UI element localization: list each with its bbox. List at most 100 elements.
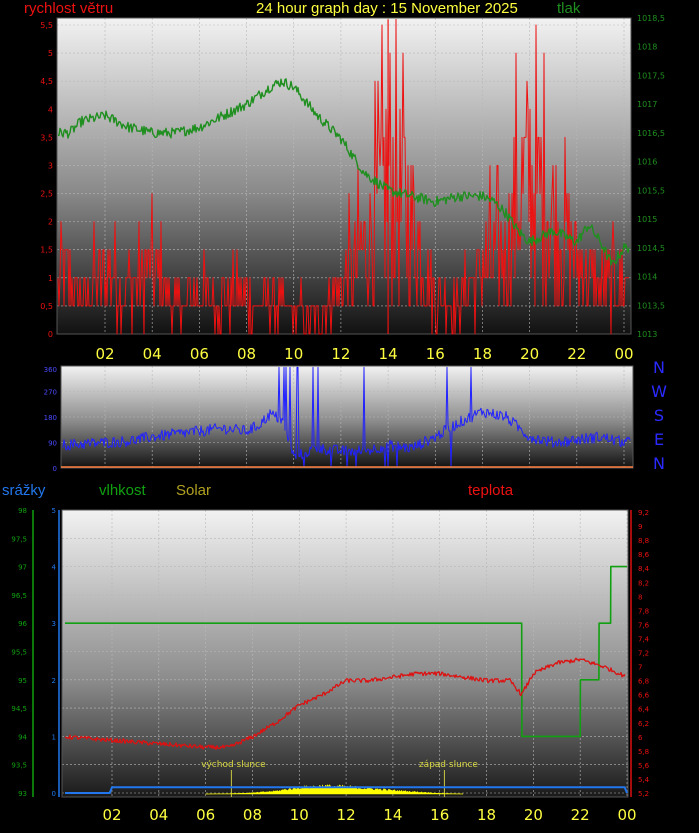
pressure-tick-label: 1017 xyxy=(637,100,657,109)
temperature-tick-label: 7,8 xyxy=(638,607,649,615)
rain-tick-label: 2 xyxy=(52,677,56,685)
temperature-tick-label: 5,4 xyxy=(638,776,650,784)
pressure-tick-label: 1015,5 xyxy=(637,186,665,195)
humidity-label: vlhkost xyxy=(99,482,146,499)
hour-label: 02 xyxy=(102,806,121,824)
humidity-tick-label: 97 xyxy=(18,564,27,572)
pressure-tick-label: 1014 xyxy=(637,273,657,282)
compass-letter: E xyxy=(654,430,664,449)
hour-label: 06 xyxy=(196,806,215,824)
wind-tick-label: 1,5 xyxy=(40,246,53,255)
rain-tick-label: 0 xyxy=(52,790,56,798)
wind-tick-label: 0 xyxy=(48,330,53,339)
hour-label: 12 xyxy=(331,345,350,363)
wind-tick-label: 2,5 xyxy=(40,190,53,199)
wind-tick-label: 4,5 xyxy=(40,77,53,86)
solar-label: Solar xyxy=(176,482,212,499)
panel1-frame xyxy=(56,17,632,335)
compass-letter: N xyxy=(653,358,665,377)
pressure-tick-label: 1017,5 xyxy=(637,71,665,80)
hour-label: 12 xyxy=(337,806,356,824)
panel3-background xyxy=(62,510,628,797)
humidity-tick-label: 94,5 xyxy=(11,705,27,713)
hour-label: 00 xyxy=(617,806,636,824)
pressure-tick-label: 1013 xyxy=(637,330,657,339)
temperature-tick-label: 7,2 xyxy=(638,650,649,658)
direction-tick-label: 180 xyxy=(44,414,57,422)
humidity-tick-label: 96 xyxy=(18,620,27,628)
wind-speed-line xyxy=(57,18,629,335)
hour-label: 06 xyxy=(190,345,209,363)
hour-label: 16 xyxy=(426,345,445,363)
wind-tick-label: 0,5 xyxy=(40,302,53,311)
pressure-label: tlak xyxy=(557,0,581,17)
direction-tick-label: 0 xyxy=(53,465,57,473)
hour-label: 08 xyxy=(237,345,256,363)
hour-label: 04 xyxy=(143,345,162,363)
temperature-tick-label: 8,6 xyxy=(638,551,650,559)
hour-label: 16 xyxy=(430,806,449,824)
humidity-tick-label: 93,5 xyxy=(11,762,27,770)
compass-letter: W xyxy=(651,382,667,401)
wind-tick-label: 5,5 xyxy=(40,21,53,30)
wind-tick-label: 3,5 xyxy=(40,133,53,142)
temperature-line xyxy=(64,657,626,751)
temperature-tick-label: 5,6 xyxy=(638,762,650,770)
hour-label: 10 xyxy=(284,345,303,363)
temperature-tick-label: 7,4 xyxy=(638,635,650,643)
temperature-tick-label: 6,8 xyxy=(638,678,649,686)
humidity-line xyxy=(65,565,627,738)
temperature-tick-label: 8,8 xyxy=(638,537,649,545)
hour-label: 14 xyxy=(379,345,398,363)
hour-label: 14 xyxy=(383,806,402,824)
temperature-label: teplota xyxy=(468,482,514,499)
sunset-label: západ slunce xyxy=(419,760,479,770)
pressure-tick-label: 1016 xyxy=(637,158,657,167)
hour-label: 00 xyxy=(614,345,633,363)
direction-tick-label: 270 xyxy=(44,389,57,397)
pressure-tick-label: 1015 xyxy=(637,215,657,224)
pressure-tick-label: 1013,5 xyxy=(637,301,665,310)
temperature-tick-label: 9 xyxy=(638,523,642,531)
temperature-tick-label: 6,6 xyxy=(638,692,650,700)
pressure-tick-label: 1014,5 xyxy=(637,244,665,253)
pressure-tick-label: 1016,5 xyxy=(637,129,665,138)
pressure-line xyxy=(57,78,630,266)
compass-letter: N xyxy=(653,454,665,473)
wind-tick-label: 4 xyxy=(48,105,53,114)
hour-label: 08 xyxy=(243,806,262,824)
humidity-tick-label: 98 xyxy=(18,507,27,515)
wind-tick-label: 1 xyxy=(48,274,53,283)
hour-label: 10 xyxy=(290,806,309,824)
rain-tick-label: 3 xyxy=(52,620,56,628)
rain-tick-label: 4 xyxy=(52,564,57,572)
rain-tick-label: 1 xyxy=(52,733,56,741)
humidity-tick-label: 96,5 xyxy=(11,592,27,600)
wind-speed-label: rychlost větru xyxy=(24,0,114,17)
wind-direction-line xyxy=(62,366,631,468)
humidity-tick-label: 97,5 xyxy=(11,535,27,543)
wind-tick-label: 2 xyxy=(48,218,53,227)
sunrise-label: východ slunce xyxy=(201,760,266,770)
temperature-tick-label: 7,6 xyxy=(638,621,650,629)
hour-label: 22 xyxy=(567,345,586,363)
temperature-tick-label: 9,2 xyxy=(638,509,649,517)
hour-label: 04 xyxy=(149,806,168,824)
humidity-tick-label: 95 xyxy=(18,677,27,685)
hour-label: 18 xyxy=(473,345,492,363)
panel2-frame xyxy=(60,365,634,469)
rain-line xyxy=(65,786,628,794)
wind-tick-label: 3 xyxy=(48,161,53,170)
rain-label: srážky xyxy=(2,482,46,499)
temperature-tick-label: 5,2 xyxy=(638,790,649,798)
temperature-tick-label: 8 xyxy=(638,593,642,601)
hour-label: 20 xyxy=(520,345,539,363)
temperature-tick-label: 7 xyxy=(638,664,642,672)
humidity-tick-label: 94 xyxy=(18,733,27,741)
direction-tick-label: 360 xyxy=(44,366,57,374)
pressure-tick-label: 1018 xyxy=(637,43,657,52)
wind-tick-label: 5 xyxy=(48,49,53,58)
temperature-tick-label: 8,2 xyxy=(638,579,649,587)
temperature-tick-label: 8,4 xyxy=(638,565,650,573)
